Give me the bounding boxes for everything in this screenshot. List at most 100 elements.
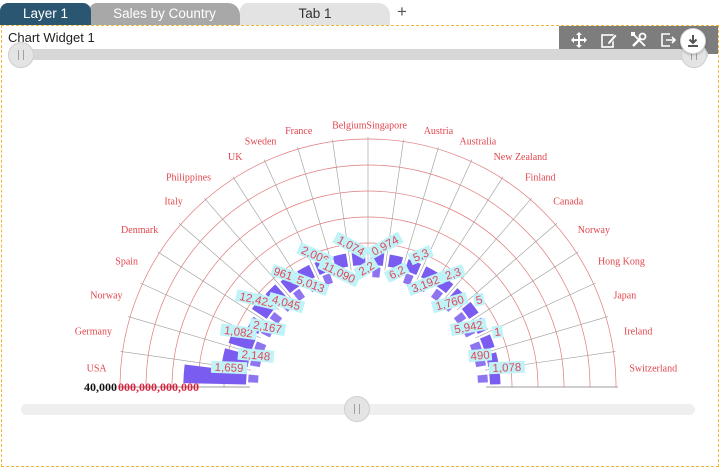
download-icon <box>688 35 698 47</box>
download-button[interactable] <box>680 28 706 54</box>
category-label: Italy <box>164 197 182 208</box>
bar-series-2[interactable] <box>430 288 444 302</box>
axis-value-label-overlap: 000,000,000,000 <box>118 380 199 394</box>
category-label: New Zealand <box>494 152 548 163</box>
category-label: France <box>285 126 313 137</box>
add-tab-button[interactable]: + <box>397 2 407 21</box>
category-label: Philippines <box>166 172 211 183</box>
category-label: UK <box>228 152 243 163</box>
value-label: 1,078 <box>488 360 526 375</box>
category-label: USA <box>87 363 108 374</box>
value-label: 2,3 <box>440 264 466 283</box>
value-label-background <box>267 292 306 314</box>
category-label: Belgium <box>332 121 367 132</box>
value-label-text: 1,082 <box>223 325 253 341</box>
bar-series-2[interactable] <box>403 273 414 286</box>
grid-spoke <box>232 176 305 288</box>
value-label-background <box>488 360 526 375</box>
value-label-background <box>366 231 404 260</box>
value-label-background <box>332 231 370 260</box>
category-label: Japan <box>613 290 636 301</box>
category-label: Canada <box>553 197 584 208</box>
value-label: 0,974 <box>366 231 404 260</box>
value-label: 1,659 <box>210 360 248 375</box>
grid-spoke <box>204 197 291 299</box>
bottom-slider-handle[interactable] <box>344 396 370 422</box>
bar-series-1[interactable] <box>461 301 479 319</box>
category-label: Hong Kong <box>598 256 645 267</box>
value-label-background <box>407 244 434 266</box>
category-label: Norway <box>578 225 610 236</box>
bar-series-2[interactable] <box>477 374 488 383</box>
category-label: Ireland <box>624 326 652 337</box>
export-icon[interactable] <box>658 30 678 50</box>
bar-series-2[interactable] <box>453 311 467 325</box>
grid-spoke <box>297 147 336 274</box>
value-label-text: 961 <box>272 266 294 283</box>
value-label-text: 1,659 <box>214 362 243 375</box>
category-labels: USA Germany Norway Spain Denmark Italy Philipp… <box>75 121 677 375</box>
value-label: 2,148 <box>237 347 275 363</box>
bar-series-2[interactable] <box>269 311 283 325</box>
value-label-text: 5,942 <box>453 319 483 336</box>
value-label-background <box>383 261 411 283</box>
category-label: Finland <box>525 172 556 183</box>
grid-spoke <box>157 251 269 324</box>
grid-spoke <box>467 251 579 324</box>
axis-labels: 40,000 000,000,000,000 <box>84 380 199 394</box>
grid-spoke <box>445 197 532 299</box>
value-label-text: 2,148 <box>241 349 271 363</box>
value-label-background <box>449 317 488 337</box>
value-label-background <box>491 325 504 339</box>
category-label: Norway <box>90 290 122 301</box>
tab-sales-by-country[interactable]: Sales by Country <box>89 3 240 25</box>
value-label-background <box>406 271 445 297</box>
axis-value-label: 40,000 <box>84 380 117 394</box>
bar-series-1[interactable] <box>183 364 247 385</box>
value-label-text: 2,3 <box>444 266 463 282</box>
top-slider-left-handle[interactable] <box>8 42 34 68</box>
category-label: Spain <box>115 256 138 267</box>
move-icon[interactable] <box>569 30 589 50</box>
bar-series-2[interactable] <box>322 273 333 286</box>
value-label-background <box>237 347 275 363</box>
value-label-text: 0,974 <box>370 234 402 259</box>
category-label: Australia <box>460 137 497 148</box>
value-label-text: 1,078 <box>492 362 521 375</box>
bar-series-2[interactable] <box>254 341 267 352</box>
value-label: 5,942 <box>449 317 488 337</box>
value-label-background <box>440 264 466 283</box>
top-range-slider-track[interactable] <box>8 49 708 60</box>
value-label-background <box>219 323 258 341</box>
tools-icon[interactable] <box>629 30 649 50</box>
value-label-background <box>430 292 469 314</box>
value-label: 961 <box>270 264 296 283</box>
value-label-background <box>210 360 248 375</box>
tab-layer-1[interactable]: Layer 1 <box>0 3 91 25</box>
bar-series-2[interactable] <box>469 341 482 352</box>
value-label-background <box>270 264 296 283</box>
value-label-text: 5,3 <box>411 247 430 264</box>
edit-icon[interactable] <box>599 30 619 50</box>
value-label-background <box>353 257 380 280</box>
value-label: 1,082 <box>219 323 258 341</box>
grid-spoke <box>431 176 504 288</box>
value-label: 5,3 <box>407 244 434 266</box>
bar-series-1[interactable] <box>480 334 495 351</box>
grid-spoke <box>416 159 473 280</box>
grid-spoke <box>400 147 439 274</box>
bar-series-2[interactable] <box>248 374 259 383</box>
value-label: 5 <box>472 292 486 307</box>
tab-tab-1[interactable]: Tab 1 <box>240 3 390 25</box>
bar-series-1[interactable] <box>489 370 501 385</box>
category-label: Switzerland <box>629 363 677 374</box>
grid-spoke <box>481 316 608 355</box>
category-label: Sweden <box>245 137 277 148</box>
category-label: Austria <box>424 126 454 137</box>
value-label-background <box>248 317 287 337</box>
value-label-text: 1 <box>494 326 502 339</box>
value-label-background <box>234 289 279 311</box>
grid-spoke <box>128 316 255 355</box>
bar-series-2[interactable] <box>292 288 306 302</box>
